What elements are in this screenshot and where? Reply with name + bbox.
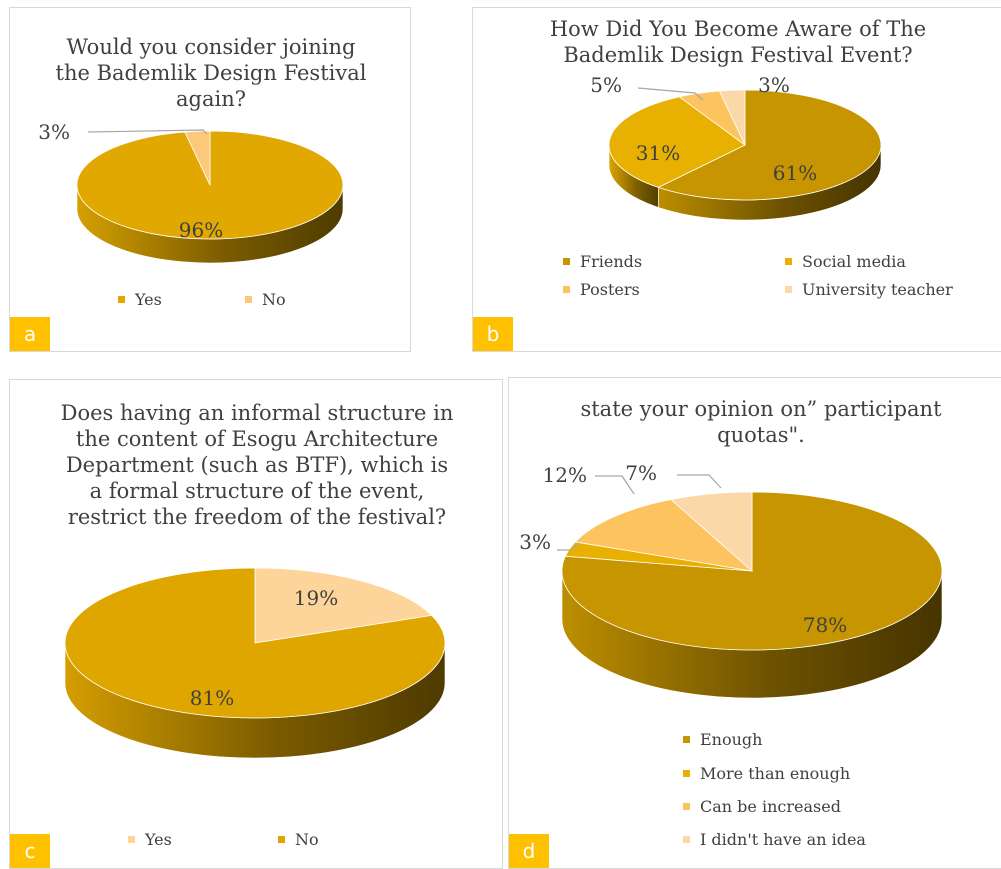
- data-label: 31%: [636, 141, 680, 165]
- data-label: 3%: [519, 530, 551, 554]
- legend-item-no: No: [278, 830, 319, 849]
- pie-chart: 61% 31% 5% 3%: [590, 73, 882, 221]
- panel-tag: b: [473, 317, 513, 351]
- leader-line: [677, 474, 722, 489]
- data-label: 3%: [38, 120, 70, 144]
- data-label: 78%: [803, 613, 847, 637]
- chart-title: Does having an informal structure in the…: [20, 400, 494, 530]
- legend-label: Friends: [580, 252, 643, 271]
- legend-item-no-idea: I didn't have an idea: [683, 830, 866, 849]
- pie-chart: 96% 3%: [38, 120, 344, 264]
- legend-label: Can be increased: [700, 797, 841, 816]
- chart-panel-c: Does having an informal structure in the…: [9, 379, 503, 869]
- legend-label: More than enough: [700, 764, 851, 783]
- chart-title-line: Does having an informal structure in: [60, 401, 454, 425]
- chart-title: How Did You Become Aware of The Bademlik…: [513, 16, 963, 68]
- data-label: 81%: [190, 686, 234, 710]
- data-label: 12%: [543, 463, 587, 487]
- chart-title-line: a formal structure of the event,: [89, 479, 425, 503]
- chart-title-line: How Did You Become Aware of The: [549, 17, 927, 41]
- legend-swatch: [683, 803, 690, 810]
- pie-chart: 78% 3% 12% 7%: [519, 461, 943, 699]
- panel-tag: c: [10, 834, 50, 868]
- pie-slice: [254, 567, 433, 644]
- legend-item-more-than-enough: More than enough: [683, 764, 850, 783]
- data-label: 7%: [625, 461, 657, 485]
- chart-title-line: the content of Esogu Architecture: [75, 427, 439, 451]
- legend-swatch: [785, 286, 792, 293]
- legend-swatch: [683, 736, 690, 743]
- legend-label: Posters: [580, 280, 640, 299]
- data-label: 61%: [773, 161, 817, 185]
- chart-title-line: Department (such as BTF), which is: [65, 453, 449, 477]
- leader-line: [595, 475, 635, 495]
- pie-slice: [574, 499, 754, 572]
- legend-label: Social media: [802, 252, 906, 271]
- pie-slice: [608, 96, 746, 188]
- pie-slice: [561, 491, 943, 651]
- data-label: 19%: [294, 586, 338, 610]
- data-label: 96%: [179, 218, 223, 242]
- leader-line: [87, 129, 208, 135]
- chart-panel-a: Would you consider joining the Bademlik …: [9, 7, 411, 352]
- chart-title-line: again?: [176, 87, 246, 111]
- data-label: 5%: [590, 73, 622, 97]
- legend-swatch: [278, 836, 285, 843]
- chart-title-line: the Bademlik Design Festival: [55, 61, 367, 85]
- legend-item-can-be-increased: Can be increased: [683, 797, 841, 816]
- pie-slice: [64, 567, 446, 719]
- legend-label: I didn't have an idea: [700, 830, 866, 849]
- legend-label: No: [262, 290, 286, 309]
- legend-swatch: [563, 286, 570, 293]
- legend-label: Yes: [135, 290, 162, 309]
- legend-label: Enough: [700, 730, 763, 749]
- pie-slice: [657, 89, 882, 201]
- pie-chart: 19% 81%: [64, 567, 446, 759]
- legend-label: Yes: [145, 830, 172, 849]
- legend-item-yes: Yes: [118, 290, 162, 309]
- panel-tag: a: [10, 317, 50, 351]
- chart-title-line: quotas".: [717, 423, 805, 447]
- legend-swatch: [563, 258, 570, 265]
- legend-swatch: [118, 296, 125, 303]
- pie-slice: [718, 89, 746, 146]
- chart-title-line: Bademlik Design Festival Event?: [563, 43, 913, 67]
- legend-item-posters: Posters: [563, 280, 640, 299]
- leader-line: [637, 87, 704, 101]
- legend-label: No: [295, 830, 319, 849]
- legend-item-friends: Friends: [563, 252, 642, 271]
- legend-label: University teacher: [802, 280, 953, 299]
- legend-swatch: [683, 836, 690, 843]
- legend-swatch: [128, 836, 135, 843]
- leader-line: [557, 542, 580, 551]
- pie-slice: [670, 491, 753, 572]
- chart-panel-b: How Did You Become Aware of The Bademlik…: [472, 7, 1001, 352]
- legend-item-social-media: Social media: [785, 252, 906, 271]
- pie-slice: [184, 130, 211, 186]
- panel-tag: d: [509, 834, 549, 868]
- chart-title: Would you consider joining the Bademlik …: [20, 34, 402, 112]
- legend-swatch: [683, 770, 690, 777]
- legend-item-yes: Yes: [128, 830, 172, 849]
- legend-item-university-teacher: University teacher: [785, 280, 953, 299]
- chart-title-line: state your opinion on” participant: [580, 397, 942, 421]
- legend-item-enough: Enough: [683, 730, 762, 749]
- chart-title-line: Would you consider joining: [66, 35, 356, 59]
- chart-title-line: restrict the freedom of the festival?: [67, 505, 447, 529]
- legend-swatch: [245, 296, 252, 303]
- data-label: 3%: [758, 73, 790, 97]
- legend-swatch: [785, 258, 792, 265]
- legend-item-no: No: [245, 290, 286, 309]
- chart-panel-d: state your opinion on” participant quota…: [508, 377, 1001, 869]
- chart-title: state your opinion on” participant quota…: [519, 396, 1001, 448]
